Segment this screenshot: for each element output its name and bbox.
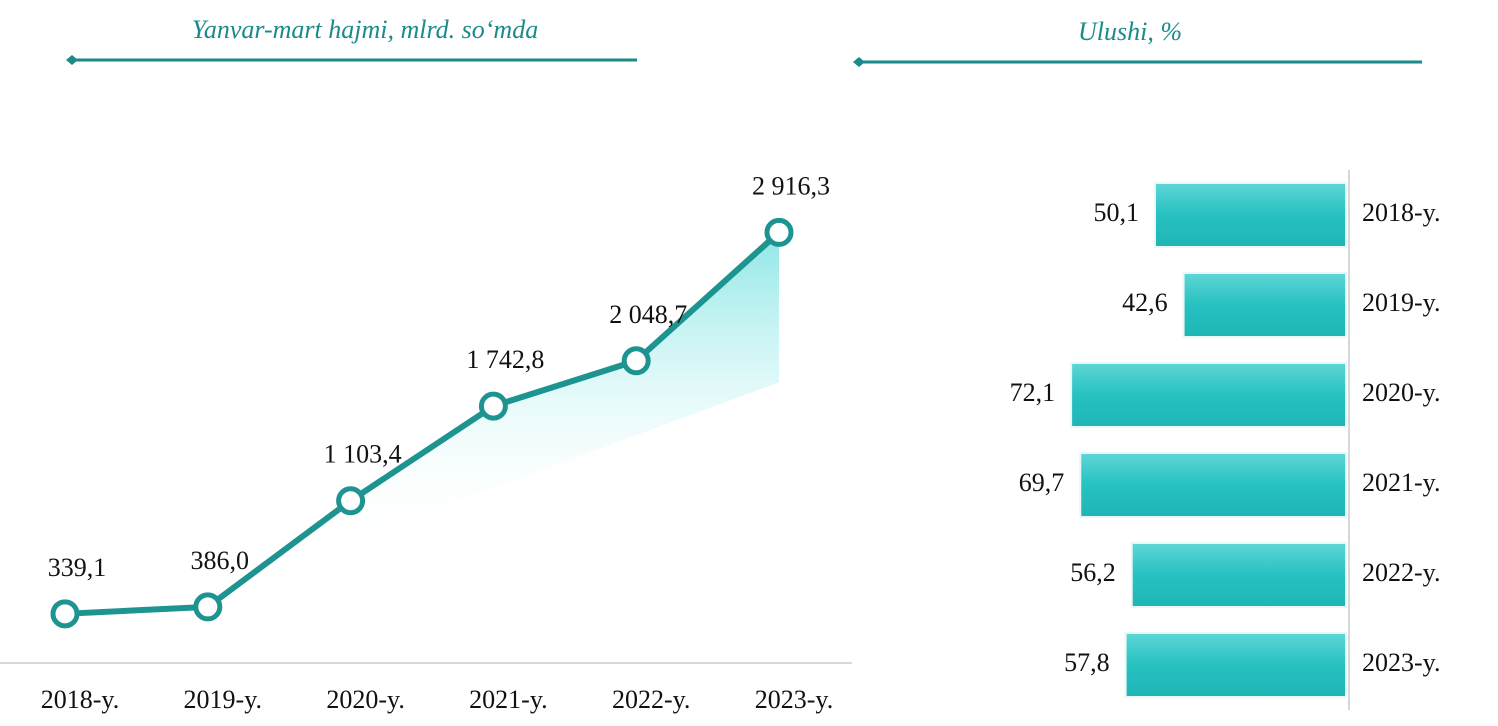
data-label: 1 742,8 bbox=[466, 345, 544, 374]
x-tick-label: 2021-y. bbox=[469, 685, 547, 714]
bar bbox=[1070, 362, 1348, 428]
marker bbox=[621, 346, 651, 376]
y-tick-label: 2021-y. bbox=[1362, 468, 1440, 497]
bar bbox=[1153, 182, 1348, 248]
chart-title: Ulushi, % bbox=[1078, 17, 1182, 46]
data-label: 339,1 bbox=[48, 553, 107, 582]
x-tick-label: 2020-y. bbox=[326, 685, 404, 714]
chart-title: Yanvar-mart hajmi, mlrd. so‘mda bbox=[192, 15, 538, 44]
line bbox=[64, 230, 782, 617]
y-tick-label: 2018-y. bbox=[1362, 198, 1440, 227]
data-label: 42,6 bbox=[1122, 288, 1168, 317]
marker bbox=[478, 391, 508, 421]
data-label: 56,2 bbox=[1070, 558, 1116, 587]
header-diamond bbox=[66, 55, 78, 65]
data-label: 2 916,3 bbox=[752, 171, 830, 200]
header-diamond bbox=[853, 57, 865, 67]
y-tick-label: 2022-y. bbox=[1362, 558, 1440, 587]
x-tick-label: 2018-y. bbox=[41, 685, 119, 714]
y-tick-label: 2019-y. bbox=[1362, 288, 1440, 317]
bar bbox=[1182, 272, 1348, 338]
data-label: 2 048,7 bbox=[609, 300, 687, 329]
marker bbox=[193, 592, 223, 622]
x-tick-label: 2023-y. bbox=[755, 685, 833, 714]
x-tick-label: 2019-y. bbox=[184, 685, 262, 714]
data-label: 69,7 bbox=[1019, 468, 1065, 497]
data-label: 72,1 bbox=[1010, 378, 1056, 407]
marker bbox=[50, 599, 80, 629]
data-label: 50,1 bbox=[1093, 198, 1139, 227]
x-tick-label: 2022-y. bbox=[612, 685, 690, 714]
bar bbox=[1079, 452, 1348, 518]
data-label: 1 103,4 bbox=[324, 440, 402, 469]
data-label: 386,0 bbox=[191, 546, 250, 575]
y-tick-label: 2023-y. bbox=[1362, 648, 1440, 677]
marker bbox=[336, 486, 366, 516]
marker bbox=[764, 217, 794, 247]
y-tick-label: 2020-y. bbox=[1362, 378, 1440, 407]
bar bbox=[1124, 632, 1347, 698]
data-label: 57,8 bbox=[1064, 648, 1110, 677]
bar bbox=[1130, 542, 1348, 608]
